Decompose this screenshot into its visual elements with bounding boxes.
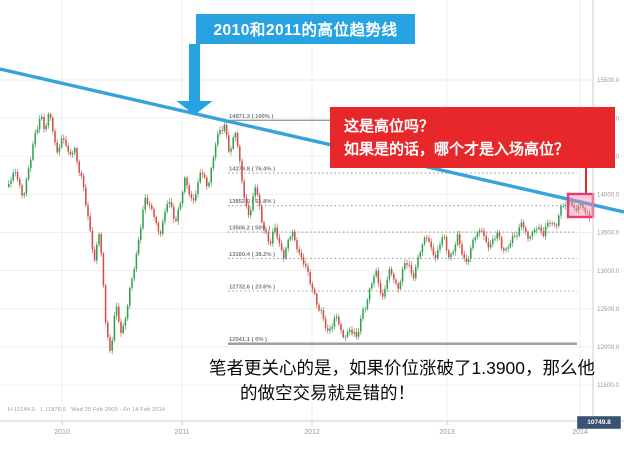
callout-arrow-icon [176, 44, 213, 115]
fib-label: 13852.0 ( 61.8% ) [229, 199, 275, 205]
y-tick-label: 11500.0 [597, 382, 619, 389]
question-callout-line2: 如果是的话，哪个才是入场高位？ [344, 141, 570, 158]
candles [8, 112, 591, 355]
fib-label: 12041.1 ( 0% ) [229, 337, 267, 343]
y-tick-label: 13000.0 [597, 268, 620, 275]
x-tick-label: 2013 [439, 429, 455, 436]
y-tick-label: 12500.0 [597, 306, 620, 313]
fib-label: 14279.8 ( 76.4% ) [229, 167, 275, 173]
x-tick-label: 2010 [54, 429, 70, 436]
last-price-badge: 10749.8 [577, 416, 621, 429]
fib-label: 14971.3 ( 100% ) [229, 114, 274, 120]
fib-label: 12732.6 ( 23.6% ) [229, 285, 275, 291]
y-tick-label: 12000.0 [597, 344, 620, 351]
x-axis-labels: 2010 2011 2012 2013 2014 [54, 429, 588, 436]
y-tick-label: 14000.0 [597, 192, 620, 199]
bottom-note: 笔者更关心的是，如果价位涨破了1.3900，那么他 的做空交易就是错的！ [209, 356, 595, 405]
highlight-box[interactable] [566, 192, 595, 219]
y-tick-label: 15500.0 [597, 77, 620, 84]
fib-label: 13160.4 ( 38.2% ) [229, 252, 275, 258]
fib-label: 13506.2 ( 50% ) [229, 226, 270, 232]
axes [0, 0, 624, 425]
bottom-note-line2: 的做空交易就是错的！ [240, 382, 415, 403]
gridlines [0, 0, 593, 421]
question-callout-line1: 这是高位吗？ [344, 118, 435, 135]
trendline-callout-text: 2010和2011的高位趋势线 [213, 22, 398, 39]
x-tick-label: 2011 [174, 429, 189, 436]
x-tick-label: 2014 [572, 429, 588, 436]
question-callout[interactable]: 这是高位吗？ 如果是的话，哪个才是入场高位？ [330, 107, 615, 168]
bottom-note-line1: 笔者更关心的是，如果价位涨破了1.3900，那么他 [209, 358, 596, 378]
y-tick-label: 13500.0 [597, 230, 620, 237]
trendline-callout[interactable]: 2010和2011的高位趋势线 [196, 14, 415, 44]
x-tick-label: 2012 [304, 429, 320, 436]
trendline[interactable] [0, 67, 624, 214]
price-range-info: H 15144.0 L 11878.0 Wed 25 Feb 2009 - Fr… [8, 407, 166, 413]
